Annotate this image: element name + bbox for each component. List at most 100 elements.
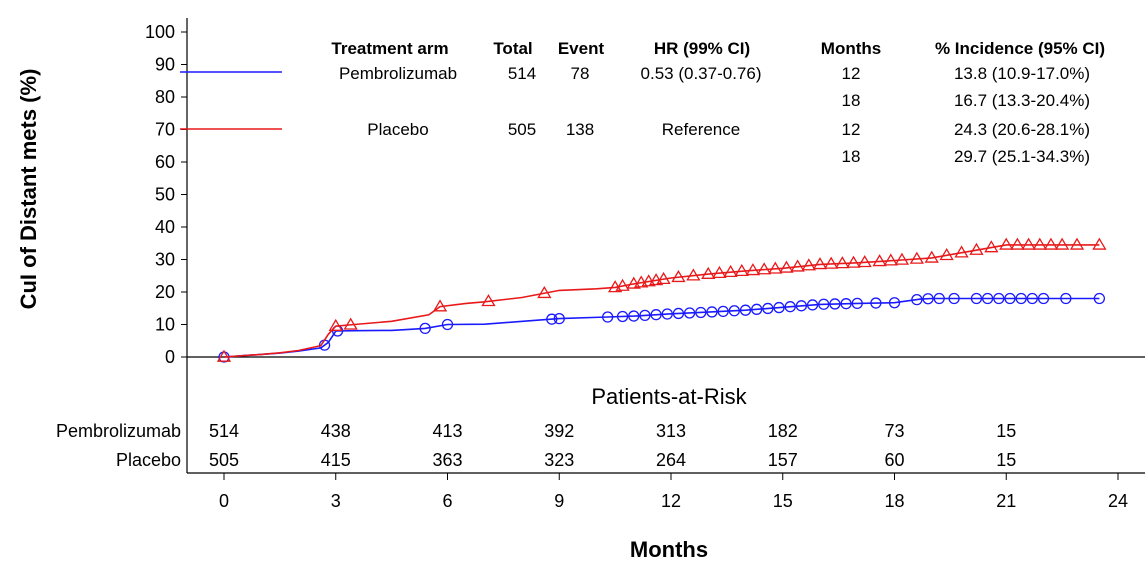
x-tick-label: 3: [331, 491, 341, 511]
censor-marker-circle: [1060, 292, 1072, 305]
censor-marker-triangle: [801, 258, 816, 271]
censor-marker-circle: [970, 292, 983, 305]
censor-marker-triangle: [1010, 237, 1025, 250]
risk-count: 363: [432, 450, 462, 470]
censor-marker-triangle: [745, 263, 761, 276]
y-tick-label: 70: [155, 120, 175, 140]
censor-marker-triangle: [790, 259, 805, 272]
censor-marker-circle: [695, 306, 707, 319]
censor-marker-circle: [993, 292, 1005, 305]
y-axis-title: CuI of Distant mets (%): [16, 69, 41, 310]
table-header: Event: [558, 39, 605, 58]
censor-marker-circle: [888, 297, 901, 309]
censor-marker-triangle: [686, 268, 701, 281]
censor-marker-circle: [851, 297, 863, 310]
censor-marker-circle: [650, 309, 662, 321]
risk-count: 15: [996, 450, 1016, 470]
y-tick-label: 60: [155, 152, 175, 172]
censor-marker-triangle: [846, 255, 861, 268]
censor-marker-triangle: [701, 266, 716, 279]
table-cell-incidence: 16.7 (13.3-20.4%): [954, 91, 1090, 110]
censor-marker-triangle: [615, 278, 630, 291]
y-tick-label: 10: [155, 315, 175, 335]
x-tick-label: 9: [554, 491, 564, 511]
censor-marker-circle: [639, 309, 651, 322]
risk-count: 313: [656, 421, 686, 441]
table-cell-event: 138: [566, 120, 594, 139]
censor-marker-circle: [840, 298, 852, 310]
censor-marker-circle: [981, 292, 994, 305]
censor-marker-triangle: [883, 253, 898, 266]
x-tick-label: 6: [442, 491, 452, 511]
x-tick-label: 15: [773, 491, 793, 511]
risk-row-label: Placebo: [116, 450, 181, 470]
censor-marker-triangle: [641, 274, 656, 287]
censor-marker-triangle: [634, 275, 649, 288]
censor-marker-triangle: [734, 263, 749, 277]
table-cell-months: 12: [842, 120, 861, 139]
censor-marker-triangle: [1054, 237, 1070, 250]
axes: 0 10 20 30 40 50 60 70 80 90 100 0 3 6 9 12 15 18 21 24: [145, 18, 1145, 511]
table-cell-arm: Placebo: [367, 120, 428, 139]
censor-marker-circle: [1004, 292, 1016, 305]
table-cell-hr: Reference: [662, 120, 740, 139]
censor-marker-circle: [546, 313, 558, 325]
table-header: Months: [821, 39, 881, 58]
table-cell-incidence: 29.7 (25.1-34.3%): [954, 147, 1090, 166]
censor-marker-triangle: [656, 271, 671, 285]
censor-marker-triangle: [723, 264, 738, 278]
censor-marker-circle: [661, 308, 673, 320]
censor-marker-circle: [628, 310, 640, 322]
series-line-1: [223, 244, 1100, 358]
y-tick-label: 100: [145, 22, 175, 42]
censor-marker-circle: [751, 303, 763, 315]
censor-marker-circle: [911, 294, 923, 306]
censor-marker-triangle: [648, 273, 664, 286]
censor-marker-triangle: [857, 255, 872, 268]
patients-at-risk-table: Patients-at-Risk Pembrolizumab 514 438 413 39…: [56, 384, 1016, 470]
risk-count: 157: [768, 450, 798, 470]
censor-marker-circle: [806, 299, 819, 311]
censor-marker-triangle: [812, 257, 828, 270]
y-tick-label: 20: [155, 282, 175, 302]
censor-marker-circle: [1026, 292, 1038, 305]
risk-count: 60: [884, 450, 904, 470]
censor-marker-triangle: [216, 349, 232, 362]
table-header: % Incidence (95% CI): [935, 39, 1105, 58]
censor-marker-triangle: [984, 240, 999, 253]
y-tick-label: 0: [165, 347, 175, 367]
x-axis-title: Months: [630, 537, 708, 562]
censor-marker-circle: [728, 305, 740, 317]
censor-marker-triangle: [671, 269, 686, 283]
censor-marker-circle: [553, 312, 565, 325]
censor-marker-circle: [717, 305, 729, 318]
risk-count: 15: [996, 421, 1016, 441]
censor-marker-triangle: [894, 252, 910, 265]
risk-count: 413: [432, 421, 462, 441]
censor-marker-circle: [762, 302, 774, 315]
censor-marker-triangle: [1021, 237, 1036, 250]
censor-marker-triangle: [939, 247, 954, 261]
censor-marker-circle: [1037, 292, 1050, 305]
censor-marker-circle: [870, 297, 882, 309]
censor-marker-triangle: [328, 318, 343, 331]
censor-marker-triangle: [924, 250, 939, 263]
summary-table: Treatment arm Total Event HR (99% CI) Months…: [180, 39, 1105, 166]
censor-marker-circle: [773, 301, 785, 314]
censor-marker-triangle: [343, 317, 358, 330]
table-cell-incidence: 13.8 (10.9-17.0%): [954, 64, 1090, 83]
censor-marker-circle: [922, 293, 934, 305]
risk-count: 323: [544, 450, 574, 470]
censor-marker-triangle: [1032, 237, 1047, 250]
censor-marker-triangle: [756, 262, 772, 275]
censor-marker-triangle: [872, 254, 887, 267]
table-header: Treatment arm: [331, 39, 448, 58]
censor-marker-triangle: [909, 251, 924, 264]
table-cell-total: 514: [508, 64, 536, 83]
censor-marker-circle: [706, 306, 718, 318]
risk-count: 514: [209, 421, 239, 441]
risk-count: 73: [884, 421, 904, 441]
x-tick-label: 12: [661, 491, 681, 511]
x-tick-label: 24: [1108, 491, 1128, 511]
y-tick-label: 40: [155, 217, 175, 237]
